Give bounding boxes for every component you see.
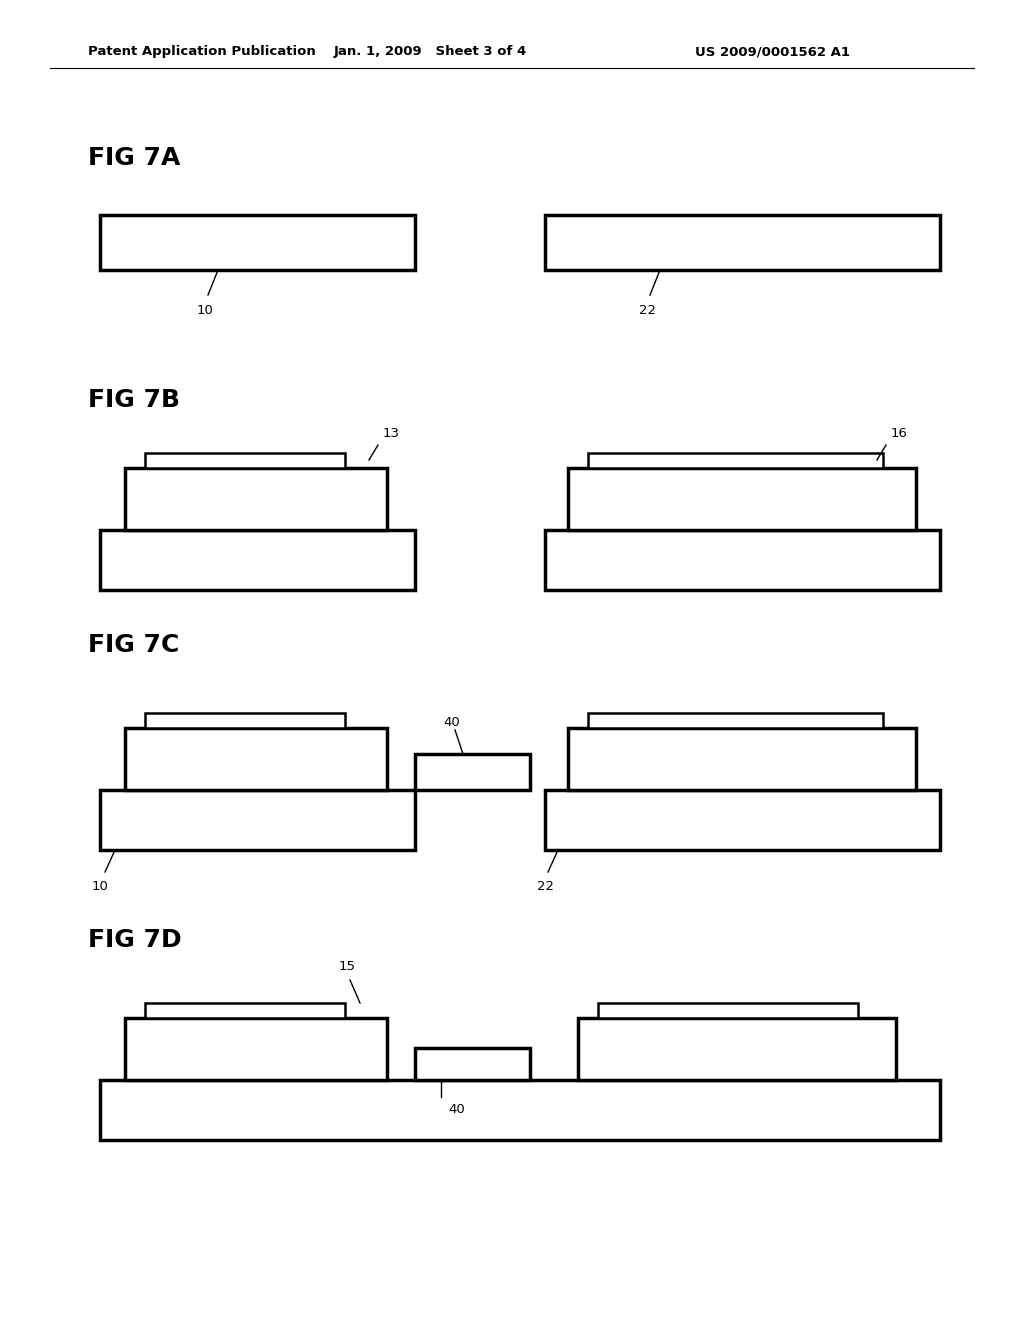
Bar	[145, 453, 345, 469]
Text: Jan. 1, 2009   Sheet 3 of 4: Jan. 1, 2009 Sheet 3 of 4	[334, 45, 526, 58]
Text: 22: 22	[640, 304, 656, 317]
Bar	[145, 1003, 345, 1018]
Bar	[125, 1018, 387, 1080]
Text: FIG 7C: FIG 7C	[88, 634, 179, 657]
Bar	[415, 1048, 530, 1080]
Bar	[588, 453, 883, 469]
Text: 10: 10	[91, 879, 109, 892]
Text: FIG 7D: FIG 7D	[88, 928, 181, 952]
Text: FIG 7A: FIG 7A	[88, 147, 180, 170]
Text: 40: 40	[449, 1104, 465, 1115]
Text: FIG 7B: FIG 7B	[88, 388, 180, 412]
Bar	[100, 531, 415, 590]
Bar	[545, 215, 940, 271]
Text: US 2009/0001562 A1: US 2009/0001562 A1	[695, 45, 850, 58]
Text: 15: 15	[339, 960, 355, 973]
Text: 16: 16	[891, 426, 908, 440]
Bar	[125, 729, 387, 789]
Bar	[100, 215, 415, 271]
Bar	[125, 469, 387, 531]
Text: Patent Application Publication: Patent Application Publication	[88, 45, 315, 58]
Bar	[568, 729, 916, 789]
Bar	[145, 713, 345, 729]
Text: 13: 13	[383, 426, 400, 440]
Bar	[588, 713, 883, 729]
Text: 40: 40	[443, 715, 461, 729]
Bar	[568, 469, 916, 531]
Bar	[545, 531, 940, 590]
Text: 22: 22	[537, 879, 554, 892]
Bar	[415, 754, 530, 789]
Text: 10: 10	[197, 304, 213, 317]
Bar	[598, 1003, 858, 1018]
Bar	[578, 1018, 896, 1080]
Bar	[100, 1080, 940, 1140]
Bar	[545, 789, 940, 850]
Bar	[100, 789, 415, 850]
